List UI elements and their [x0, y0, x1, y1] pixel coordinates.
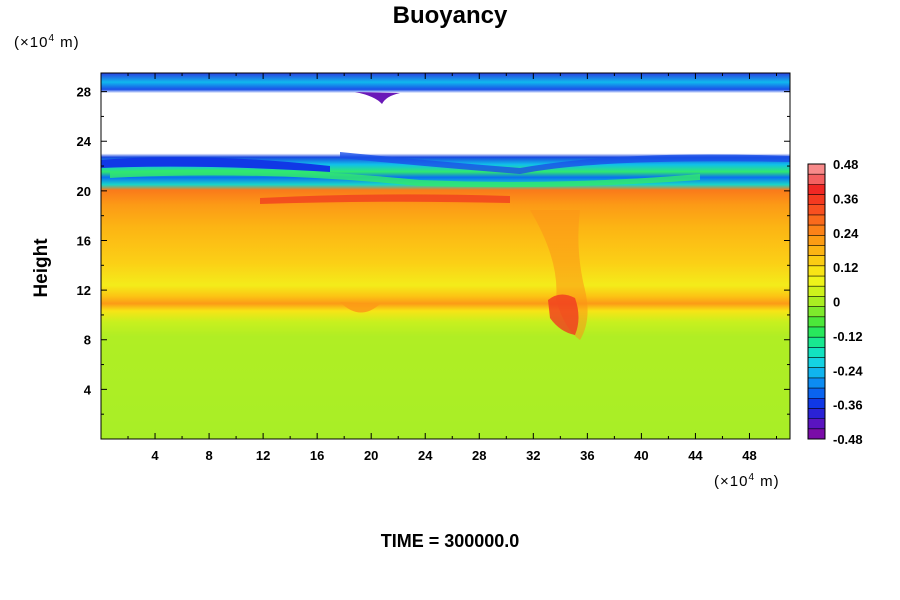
colorbar-swatch [808, 296, 825, 308]
colorbar-swatch [808, 357, 825, 369]
inversion-streak [101, 157, 330, 172]
x-tick-label: 32 [526, 448, 540, 463]
x-tick-label: 8 [205, 448, 212, 463]
y-axis-unit: (×104 m) [14, 33, 80, 51]
colorbar-swatch [808, 276, 825, 287]
y-tick-label: 20 [77, 184, 91, 199]
colorbar-swatch [808, 388, 825, 399]
colorbar-swatch [808, 214, 825, 226]
colorbar-swatch [808, 306, 825, 318]
y-tick-label: 28 [77, 85, 91, 100]
colorbar-label: 0.36 [833, 191, 858, 206]
colorbar-swatch [808, 286, 825, 297]
colorbar-swatch [808, 164, 825, 175]
plot-frame [100, 72, 791, 440]
colorbar-label: 0.24 [833, 226, 859, 241]
heatmap-field [101, 73, 790, 439]
time-label: TIME = 300000.0 [380, 531, 520, 551]
colorbar-swatch [808, 418, 825, 430]
hot-edge [260, 194, 510, 204]
x-tick-label: 4 [151, 448, 159, 463]
inversion-streak-2 [340, 152, 790, 174]
colorbar-label: -0.48 [833, 432, 863, 447]
colorbar-swatch [808, 184, 825, 196]
x-tick-label: 20 [364, 448, 378, 463]
x-axis-unit: (×104 m) [714, 472, 780, 490]
y-tick-label: 4 [84, 382, 92, 397]
x-tick-label: 24 [418, 448, 433, 463]
colorbar-label: -0.36 [833, 398, 863, 413]
red-plume [548, 294, 579, 335]
colorbar-swatch [808, 408, 825, 420]
y-axis: 4 8 12 16 20 24 28 [77, 85, 790, 415]
colorbar-swatch [808, 377, 825, 389]
y-tick-label: 16 [77, 233, 91, 248]
colorbar-swatch [808, 337, 825, 348]
colorbar-swatch [808, 204, 825, 216]
x-axis: 4 8 12 16 20 24 28 32 36 40 44 48 [127, 73, 777, 463]
colorbar-swatch [808, 316, 825, 328]
colorbar-swatch [808, 398, 825, 409]
colorbar-swatch [808, 235, 825, 246]
colorbar-frame [807, 163, 826, 440]
colorbar-swatch [808, 255, 825, 267]
colorbar-swatch [808, 428, 825, 440]
colorbar-swatch [808, 326, 825, 338]
colorbar-swatch [808, 367, 825, 379]
x-tick-label: 12 [256, 448, 270, 463]
colorbar-swatch [808, 347, 825, 359]
chart-title: Buoyancy [392, 2, 508, 29]
colorbar-swatch [808, 174, 825, 185]
colorbar-swatch [808, 265, 825, 277]
x-tick-label: 48 [742, 448, 756, 463]
x-tick-label: 36 [580, 448, 594, 463]
colorbar-label: 0.12 [833, 260, 858, 275]
x-tick-label: 16 [310, 448, 324, 463]
y-tick-label: 24 [77, 134, 92, 149]
colorbar-swatch [808, 245, 825, 257]
upper-band-dip [355, 92, 400, 104]
green-streak [110, 169, 700, 188]
y-tick-label: 8 [84, 333, 91, 348]
colorbar-swatch [808, 194, 825, 206]
colorbar-label: 0 [833, 295, 840, 310]
x-tick-label: 28 [472, 448, 486, 463]
mid-layer-dip [340, 302, 380, 313]
colorbar-label: 0.48 [833, 157, 858, 172]
y-tick-label: 12 [77, 283, 91, 298]
x-tick-label: 40 [634, 448, 648, 463]
colorbar-label: -0.24 [833, 363, 863, 378]
colorbar-label: -0.12 [833, 329, 863, 344]
colorbar-swatch [808, 225, 825, 236]
x-tick-label: 44 [688, 448, 703, 463]
colorbar: 0.48 0.36 0.24 0.12 0 -0.12 -0.24 -0.36 -0.48 [807, 157, 863, 447]
